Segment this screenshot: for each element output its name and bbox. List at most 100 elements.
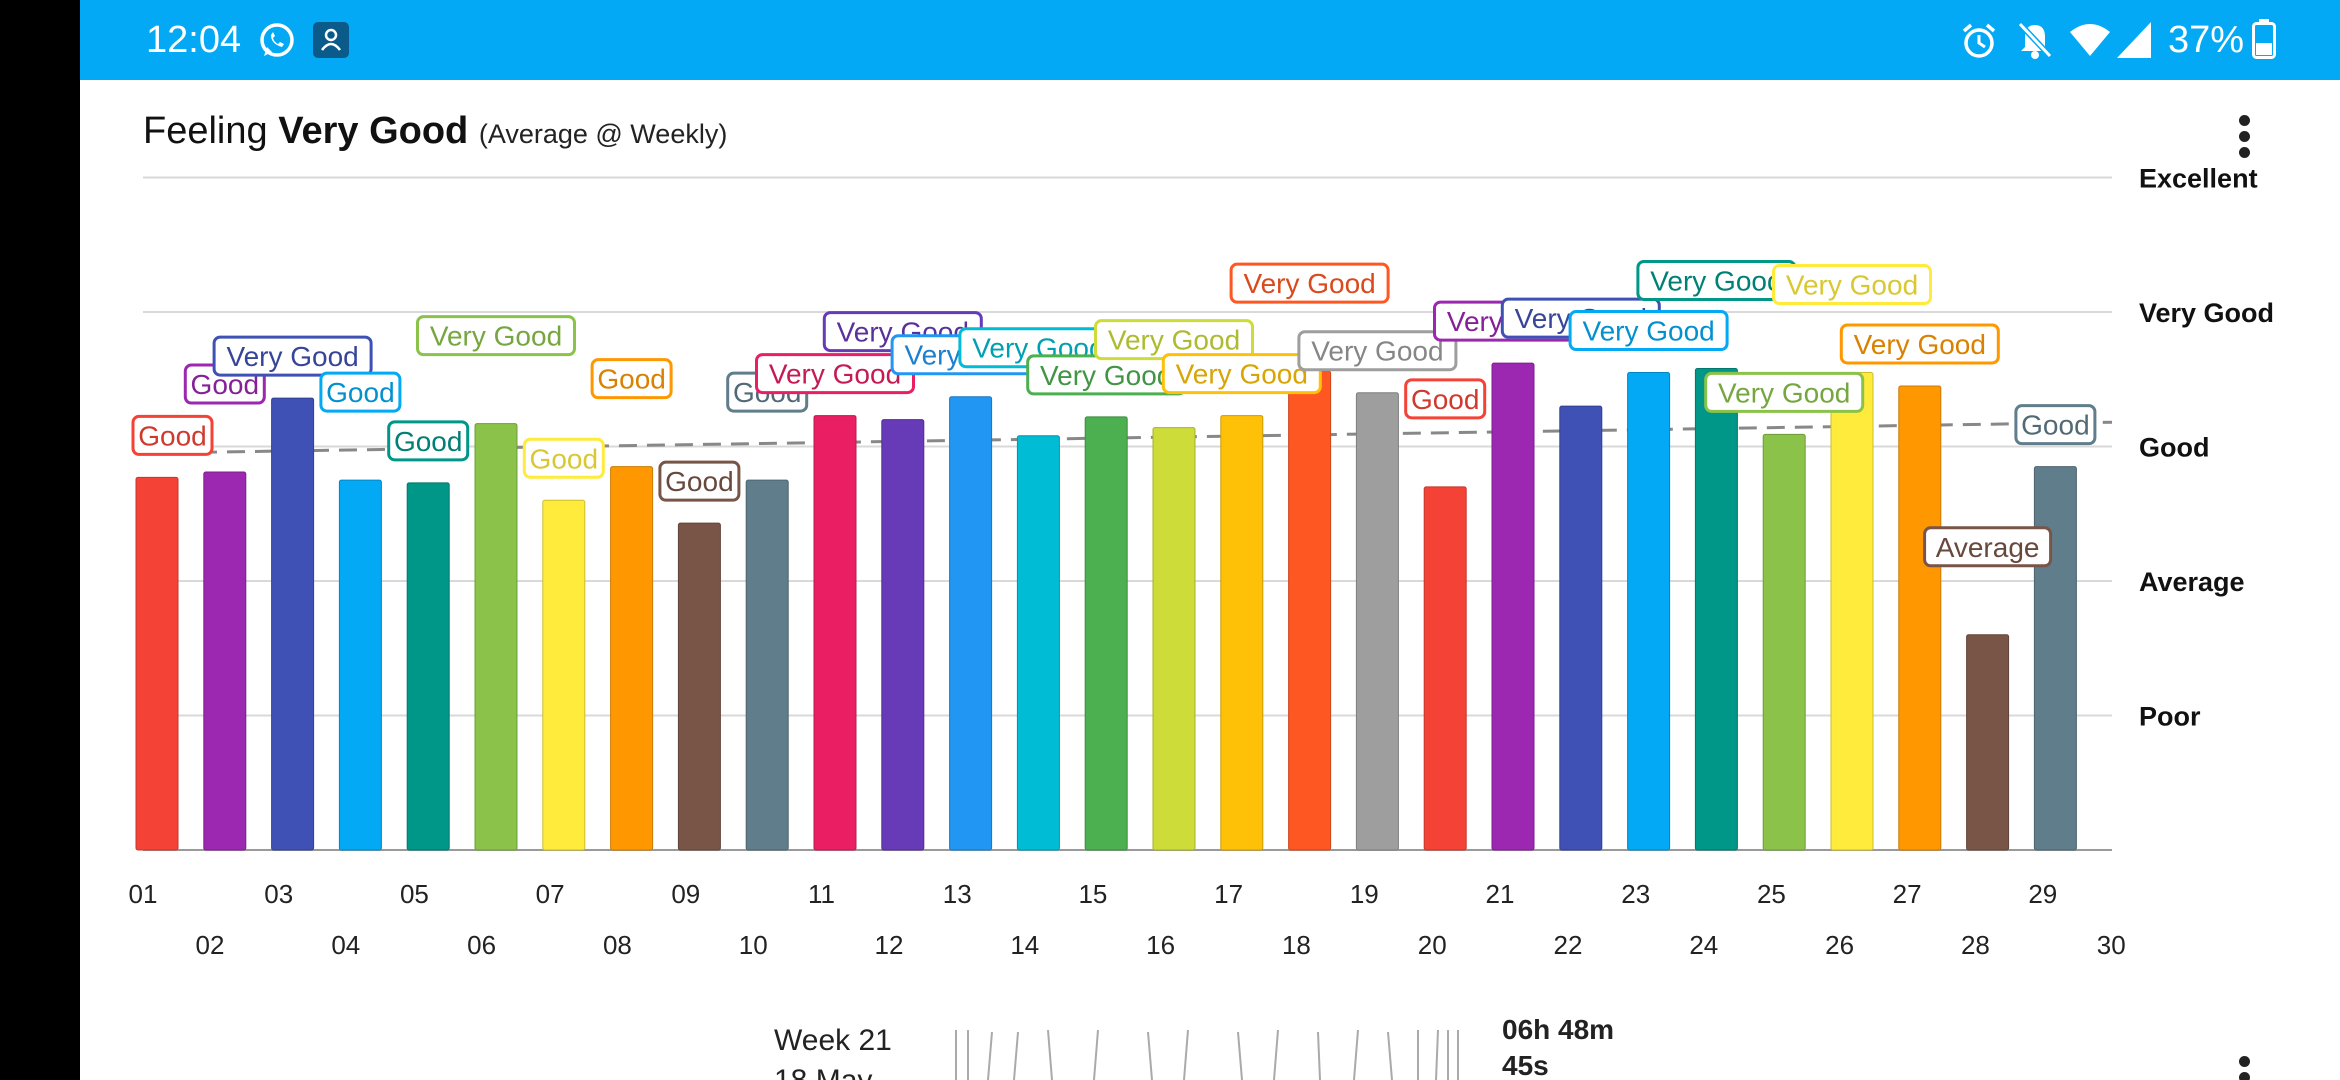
page-title: Feeling Very Good (Average @ Weekly) [143,110,727,153]
data-label-text: Good [530,443,599,474]
y-level-label: Good [2139,433,2209,463]
data-label-text: Very Good [226,341,358,372]
x-tick-label: 08 [603,930,632,960]
data-label-day-05: Good [387,420,470,462]
x-tick-label: 01 [129,879,158,909]
data-label-box [387,420,470,462]
battery-icon [2252,19,2276,63]
title-mood: Very Good [278,110,469,152]
data-label-day-15: Very Good [1026,354,1187,396]
bar-day-10 [745,479,789,851]
bar-day-26 [1830,372,1874,851]
bar-day-04 [338,479,382,851]
bar-day-13 [949,396,993,851]
x-tick-label: 22 [1554,930,1583,960]
x-tick-label: 14 [1010,930,1039,960]
x-tick-label: 04 [331,930,360,960]
data-label-day-01: Good [131,414,214,456]
data-label-day-27: Very Good [1839,323,2000,365]
data-label-day-11: Very Good [755,353,915,395]
data-label-text: Good [2021,410,2089,441]
data-label-text: Very Good [1176,359,1308,390]
bar-day-22 [1559,405,1603,851]
data-label-day-17: Very Good [1161,353,1322,395]
data-label-text: Good [326,377,395,408]
data-label-day-04: Good [319,371,402,413]
data-label-text: Very Good [1311,336,1443,367]
data-label-day-24: Very Good [1636,259,1797,301]
y-level-label: Very Good [2139,298,2274,328]
x-tick-label: 16 [1146,930,1175,960]
data-label-box [1161,353,1322,395]
bar-day-06 [474,423,518,851]
data-label-box [1229,262,1390,304]
data-label-text: Very Good [1786,270,1918,301]
bar-day-07 [542,499,586,851]
x-tick-label: 18 [1282,930,1311,960]
kebab-dot [2239,131,2250,142]
duration-line-1: 06h 48m [1502,1014,1615,1045]
whatsapp-icon [258,22,296,64]
data-label-box [1568,310,1729,352]
bar-day-21 [1491,362,1535,851]
x-tick-label: 27 [1893,879,1922,909]
data-label-text: Good [394,426,463,457]
data-label-box [131,414,214,456]
bar-day-29 [2033,466,2077,851]
title-prefix: Feeling [143,110,268,152]
y-level-label: Poor [2139,702,2201,732]
data-label-box [1704,371,1865,413]
bar-day-01 [135,476,179,851]
x-tick-label: 02 [196,930,225,960]
data-label-day-20: Good [1404,378,1487,420]
data-label-box [1923,526,2053,568]
kebab-dot [2239,115,2250,126]
app-notification-icon [313,22,349,62]
battery-percentage: 37% [2168,19,2245,61]
data-label-day-08: Good [590,358,673,400]
data-label-box [1839,323,2000,365]
data-label-day-06: Very Good [416,315,576,357]
x-tick-label: 26 [1825,930,1854,960]
data-label-day-29: Good [2014,404,2097,446]
x-tick-label: 24 [1689,930,1718,960]
y-level-label: Average [2139,567,2245,597]
x-tick-label: 12 [875,930,904,960]
data-label-day-09: Good [658,460,741,502]
data-label-day-19: Very Good [1297,330,1458,372]
bar-day-16 [1152,427,1196,851]
data-label-text: Very Good [1650,265,1782,296]
x-tick-label: 30 [2097,930,2126,960]
data-label-day-25: Very Good [1704,371,1865,413]
app-screen: 12:04 [80,0,2340,1080]
x-tick-label: 23 [1621,879,1650,909]
data-label-text: Very Good [769,359,901,390]
kebab-dot [2239,147,2250,158]
kebab-dot [2239,1056,2250,1067]
data-label-text: Very Good [1040,360,1172,391]
data-label-text: Very Good [1582,316,1714,347]
status-bar: 12:04 [80,0,2340,80]
alarm-icon [1960,22,1998,64]
x-tick-label: 13 [943,879,972,909]
x-tick-label: 15 [1078,879,1107,909]
wifi-icon [2068,22,2112,62]
x-tick-label: 19 [1350,879,1379,909]
notifications-muted-icon [2016,20,2054,64]
x-tick-label: 07 [536,879,565,909]
data-label-text: Very Good [1854,329,1986,360]
data-label-box [212,335,373,377]
title-suffix: (Average @ Weekly) [478,119,728,149]
week-label: Week 21 [774,1024,892,1057]
x-tick-label: 03 [264,879,293,909]
data-label-box [1297,330,1458,372]
data-label-text: Good [665,466,734,497]
more-options-button[interactable] [2232,112,2256,160]
bar-day-23 [1627,372,1671,851]
duration-line-2: 45s [1502,1050,1549,1080]
data-label-day-28: Average [1923,526,2053,568]
card-more-options-button[interactable] [2232,1054,2256,1080]
x-tick-label: 06 [467,930,496,960]
bar-day-27 [1898,385,1942,851]
date-label: 18 May [774,1064,872,1080]
